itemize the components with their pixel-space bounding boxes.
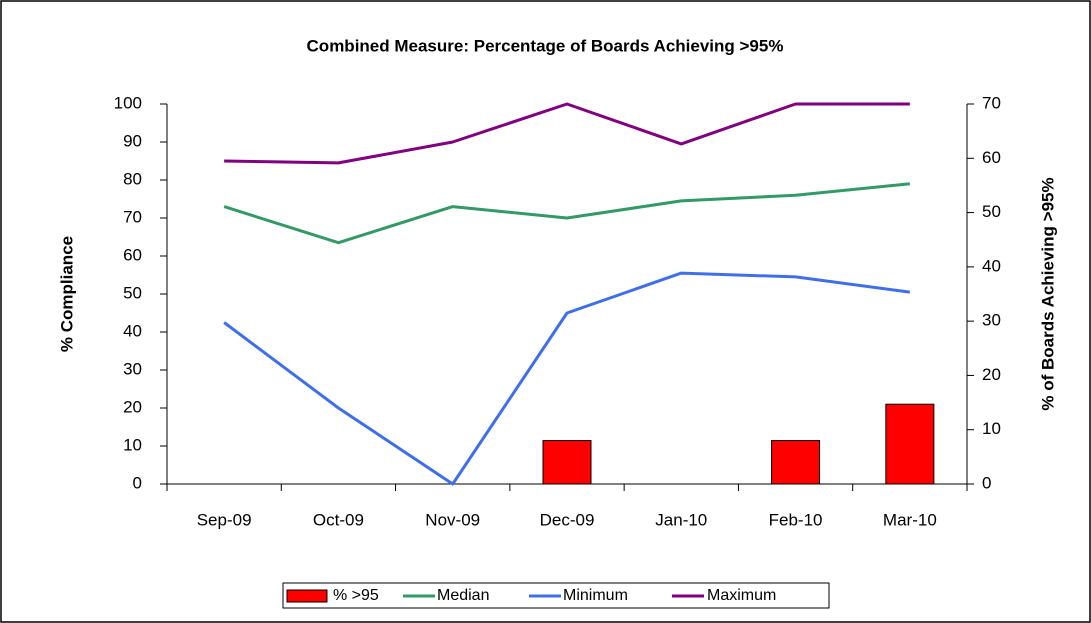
y2-tick-label: 0 (982, 473, 991, 492)
y-tick-label: 30 (123, 359, 142, 378)
y-tick-label: 60 (123, 245, 142, 264)
x-tick-label: Sep-09 (197, 510, 252, 529)
line-series (224, 102, 910, 165)
y-axis-label: % Compliance (57, 236, 76, 352)
y2-axis-label: % of Boards Achieving >95% (1038, 177, 1057, 410)
y2-tick-label: 30 (982, 311, 1001, 330)
x-tick-label: Mar-10 (883, 510, 937, 529)
legend-label: Maximum (707, 587, 776, 604)
y-tick-label: 90 (123, 131, 142, 150)
x-tick-label: Oct-09 (313, 510, 364, 529)
y-tick-label: 80 (123, 169, 142, 188)
y-tick-label: 0 (133, 473, 142, 492)
legend-label: % >95 (333, 587, 379, 604)
y2-tick-label: 70 (982, 93, 1001, 112)
line-series (223, 182, 911, 245)
y-tick-label: 50 (123, 283, 142, 302)
y2-tick-label: 50 (982, 202, 1001, 221)
legend-label: Median (437, 587, 489, 604)
x-tick-label: Nov-09 (425, 510, 480, 529)
x-tick-label: Dec-09 (540, 510, 595, 529)
y-tick-label: 40 (123, 321, 142, 340)
bar (542, 440, 592, 485)
y2-tick-label: 10 (982, 419, 1001, 438)
y-tick-label: 100 (114, 93, 142, 112)
bar (771, 440, 821, 485)
line-series (223, 271, 911, 486)
y-tick-label: 20 (123, 397, 142, 416)
x-tick-label: Feb-10 (769, 510, 823, 529)
y2-tick-label: 60 (982, 148, 1001, 167)
chart-title: Combined Measure: Percentage of Boards A… (307, 36, 784, 55)
y2-tick-label: 40 (982, 256, 1001, 275)
legend-label: Minimum (563, 587, 628, 604)
y2-tick-label: 20 (982, 365, 1001, 384)
x-tick-label: Jan-10 (655, 510, 707, 529)
legend-swatch (286, 589, 328, 603)
y-tick-label: 10 (123, 435, 142, 454)
y-tick-label: 70 (123, 207, 142, 226)
bar (885, 403, 935, 485)
